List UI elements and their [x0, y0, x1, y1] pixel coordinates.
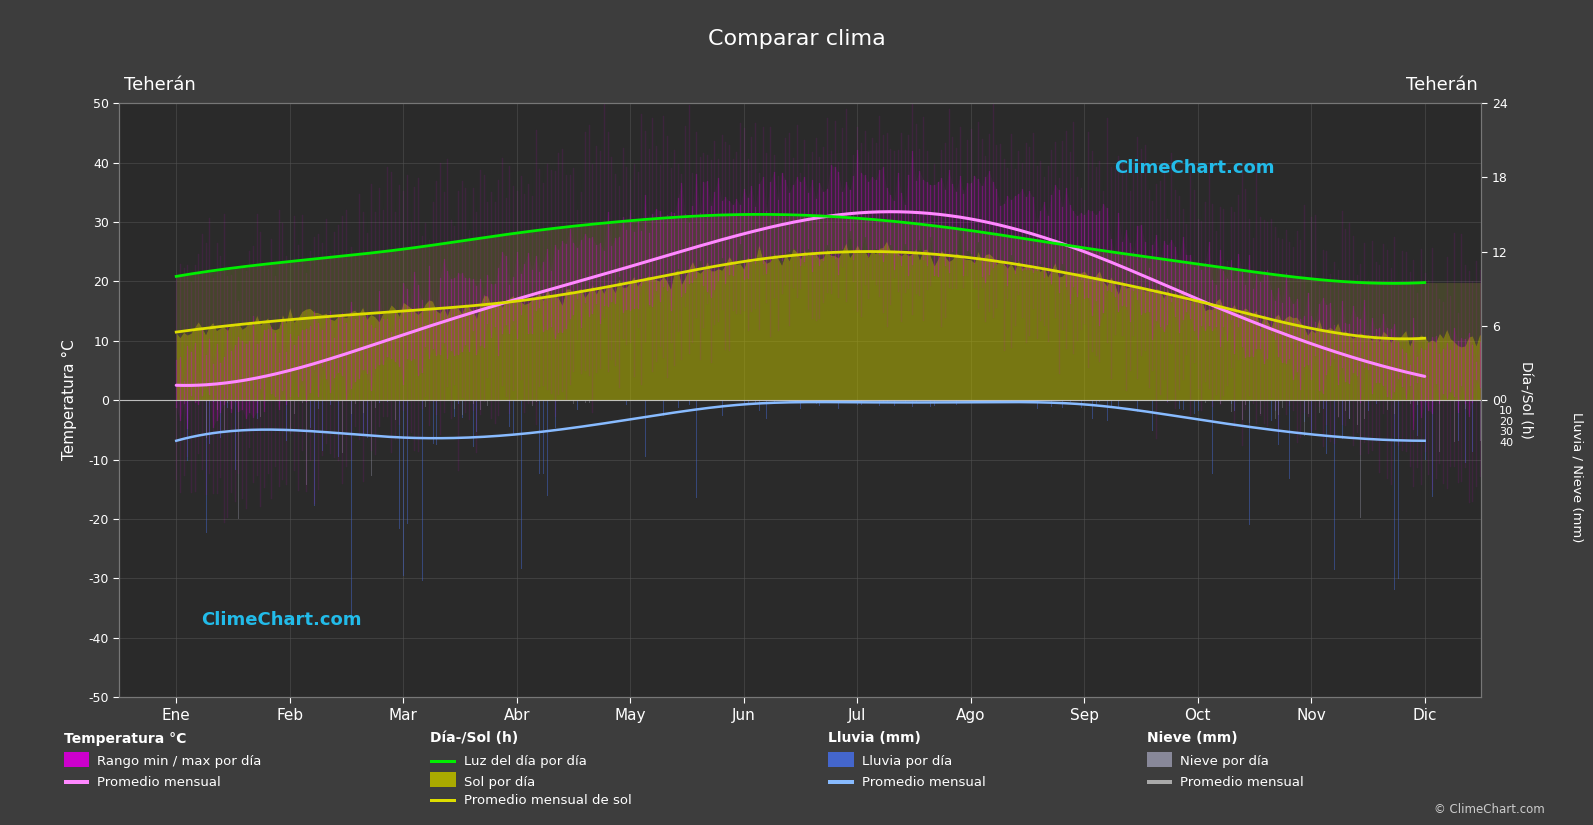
Text: Rango min / max por día: Rango min / max por día — [97, 755, 261, 768]
Y-axis label: Día-/Sol (h): Día-/Sol (h) — [1518, 361, 1532, 439]
Text: Teherán: Teherán — [124, 76, 196, 94]
Text: Sol por día: Sol por día — [464, 776, 535, 789]
Text: Nieve (mm): Nieve (mm) — [1147, 732, 1238, 746]
Text: Día-/Sol (h): Día-/Sol (h) — [430, 732, 518, 746]
Text: Promedio mensual de sol: Promedio mensual de sol — [464, 794, 631, 807]
Text: Promedio mensual: Promedio mensual — [862, 776, 986, 789]
Text: Nieve por día: Nieve por día — [1180, 755, 1270, 768]
Text: 30: 30 — [1499, 427, 1513, 437]
Text: 40: 40 — [1499, 438, 1513, 448]
Text: Temperatura °C: Temperatura °C — [64, 732, 186, 746]
Text: ClimeChart.com: ClimeChart.com — [1114, 159, 1274, 177]
Text: 0: 0 — [1499, 395, 1507, 405]
Text: Teherán: Teherán — [1405, 76, 1477, 94]
Text: Promedio mensual: Promedio mensual — [1180, 776, 1305, 789]
Text: Lluvia / Nieve (mm): Lluvia / Nieve (mm) — [1571, 412, 1583, 543]
Text: 20: 20 — [1499, 417, 1513, 427]
Text: Lluvia (mm): Lluvia (mm) — [828, 732, 921, 746]
Text: © ClimeChart.com: © ClimeChart.com — [1434, 803, 1545, 816]
Text: ClimeChart.com: ClimeChart.com — [201, 610, 362, 629]
Text: Lluvia por día: Lluvia por día — [862, 755, 953, 768]
Text: Promedio mensual: Promedio mensual — [97, 776, 221, 789]
Text: Comparar clima: Comparar clima — [707, 29, 886, 49]
Y-axis label: Temperatura °C: Temperatura °C — [62, 340, 78, 460]
Text: 10: 10 — [1499, 406, 1513, 416]
Text: Luz del día por día: Luz del día por día — [464, 755, 586, 768]
